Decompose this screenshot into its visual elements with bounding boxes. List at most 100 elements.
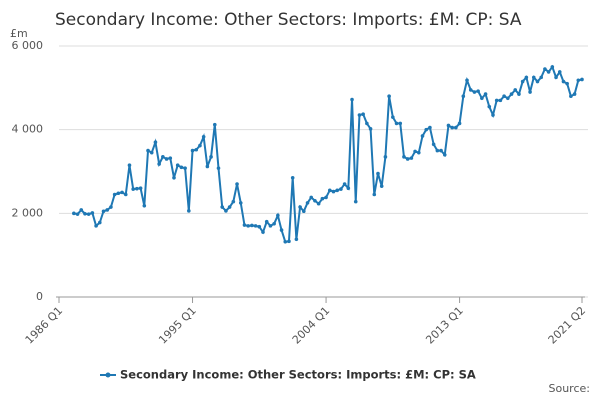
data-point — [157, 162, 161, 166]
data-point — [109, 205, 113, 209]
data-point — [576, 78, 581, 83]
data-point — [502, 94, 506, 98]
y-tick-label: 0 — [36, 290, 43, 303]
data-point — [402, 155, 406, 159]
data-point — [183, 166, 187, 170]
data-point — [409, 156, 414, 160]
data-point — [116, 191, 121, 196]
data-point — [198, 143, 202, 148]
data-point — [398, 121, 403, 126]
data-point — [357, 113, 362, 117]
data-point — [261, 230, 265, 234]
data-point — [190, 148, 195, 153]
x-tick-label: 2004 Q1 — [290, 304, 333, 347]
data-point — [498, 98, 503, 103]
y-tick-label: 2 000 — [12, 206, 44, 219]
data-point — [320, 196, 325, 201]
data-point — [168, 156, 173, 160]
data-point — [557, 70, 562, 74]
data-point — [246, 224, 250, 228]
data-point — [94, 224, 98, 228]
data-point — [153, 140, 158, 145]
data-point — [201, 134, 206, 139]
data-point — [365, 121, 369, 126]
data-point — [253, 224, 258, 228]
data-point — [138, 186, 143, 191]
data-line — [73, 64, 583, 243]
data-point — [483, 92, 488, 96]
data-point — [101, 209, 106, 214]
data-point — [209, 155, 213, 159]
data-point — [561, 79, 566, 84]
data-point — [212, 122, 217, 127]
data-point — [335, 188, 339, 193]
data-point — [487, 104, 492, 109]
data-point — [331, 189, 336, 194]
x-tick-label: 1995 Q1 — [156, 304, 199, 347]
data-point — [324, 195, 328, 200]
data-point — [287, 239, 291, 244]
data-point — [387, 94, 391, 98]
source: Source: — [549, 382, 591, 395]
data-point — [161, 155, 165, 159]
data-point — [450, 125, 454, 130]
data-point — [205, 164, 210, 169]
data-point — [131, 187, 135, 191]
data-point — [431, 142, 436, 147]
data-point — [494, 98, 499, 103]
data-point — [413, 149, 417, 154]
data-point — [472, 90, 477, 94]
data-point — [531, 75, 536, 80]
data-point — [376, 171, 380, 176]
x-tick-label: 2013 Q1 — [423, 304, 466, 347]
data-point — [379, 184, 384, 188]
data-point — [372, 192, 377, 197]
legend-marker — [105, 372, 111, 378]
data-point — [268, 224, 273, 228]
data-point — [294, 237, 299, 242]
data-point — [517, 92, 521, 96]
data-point — [528, 90, 532, 94]
data-point — [187, 209, 191, 213]
data-point — [179, 165, 184, 170]
data-point — [149, 150, 154, 155]
data-point — [83, 211, 87, 216]
data-point — [342, 182, 347, 186]
data-point — [123, 192, 128, 197]
data-point — [543, 67, 547, 71]
y-axis-unit: £m — [10, 27, 28, 40]
data-point — [524, 75, 529, 80]
data-point — [327, 188, 332, 193]
x-tick-label: 1986 Q1 — [23, 304, 66, 347]
data-point — [302, 209, 306, 214]
data-point — [75, 212, 80, 216]
data-point — [546, 70, 551, 74]
data-point — [231, 199, 236, 204]
data-point — [220, 205, 225, 209]
data-point — [90, 211, 95, 215]
legend-label: Secondary Income: Other Sectors: Imports… — [120, 368, 476, 382]
data-point — [424, 127, 429, 132]
data-point — [353, 199, 358, 204]
data-point — [290, 175, 295, 180]
data-point — [112, 192, 117, 197]
data-point — [316, 201, 321, 206]
data-point — [279, 228, 284, 232]
data-point — [572, 92, 577, 96]
data-point — [283, 239, 288, 244]
data-point — [420, 134, 425, 138]
data-point — [227, 205, 232, 209]
data-point — [172, 175, 176, 180]
data-point — [105, 208, 110, 212]
data-point — [175, 163, 180, 168]
y-tick-label: 4 000 — [12, 123, 44, 136]
data-point — [242, 223, 247, 227]
data-point — [350, 97, 354, 102]
data-point — [224, 209, 228, 213]
data-point — [309, 195, 314, 200]
data-point — [238, 201, 243, 205]
data-point — [361, 112, 365, 116]
data-point — [569, 94, 573, 98]
data-point — [465, 78, 469, 83]
